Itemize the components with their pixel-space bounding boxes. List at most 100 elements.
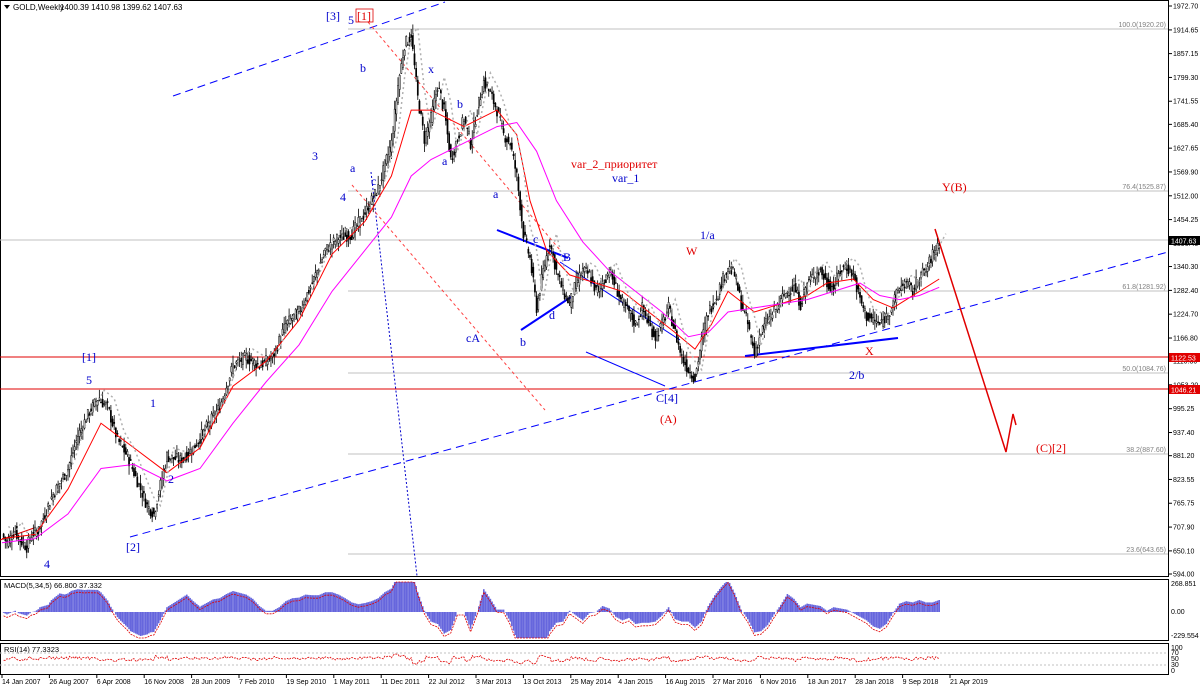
- candle-body: [636, 324, 639, 326]
- candle-body: [487, 88, 490, 91]
- price-tick-label: 594.00: [1173, 572, 1195, 579]
- level-1122-value: 1122.53: [1171, 356, 1196, 363]
- candle-body: [357, 217, 360, 227]
- candle-body: [230, 366, 233, 373]
- candle-body: [134, 471, 137, 476]
- candle-body: [920, 272, 922, 279]
- projection-path[interactable]: [934, 228, 1017, 453]
- candle-body: [530, 259, 533, 273]
- candle-body: [108, 407, 111, 409]
- candle-body: [763, 323, 766, 330]
- candle-body: [225, 387, 228, 395]
- candle-body: [449, 144, 452, 158]
- candle-body: [385, 154, 388, 164]
- fib-level-labels: 100.0(1920.20) 76.4(1525.87) 61.8(1281.9…: [1119, 22, 1166, 554]
- candle-body: [283, 323, 285, 333]
- candle-body: [545, 255, 548, 268]
- candle-body: [877, 321, 879, 323]
- candle-body: [870, 313, 873, 319]
- candle-body: [464, 116, 467, 124]
- red-dotted-channel-bottom[interactable]: [351, 184, 546, 411]
- candle-body: [469, 139, 472, 149]
- candle-body: [354, 222, 356, 233]
- candle-body: [402, 57, 404, 68]
- candle-body: [874, 319, 876, 322]
- blue-line-a-c[interactable]: [496, 229, 569, 259]
- candle-body: [732, 266, 734, 269]
- candle-body: [740, 295, 743, 311]
- candle-body: [911, 290, 914, 296]
- candle-body: [374, 189, 376, 196]
- candle-body: [445, 109, 447, 121]
- fib-618-label: 61.8(1281.92): [1122, 284, 1166, 291]
- candle-body: [921, 267, 924, 276]
- candle-body: [646, 319, 648, 323]
- candle-body: [44, 515, 46, 519]
- candle-body: [834, 285, 837, 289]
- price-tick-label: 995.25: [1173, 406, 1195, 413]
- upper-channel-line[interactable]: [172, 1, 446, 97]
- candle-body: [859, 291, 861, 298]
- candle-body: [707, 315, 710, 317]
- fib-levels: [0, 28, 1168, 555]
- price-tick-label: 937.40: [1173, 430, 1195, 437]
- dropdown-triangle-icon[interactable]: [4, 5, 10, 9]
- candle-body: [228, 377, 231, 382]
- wave-2: 2: [168, 472, 174, 486]
- candle-body: [86, 409, 89, 419]
- candle-body: [727, 268, 729, 273]
- candle-body: [242, 353, 244, 365]
- wave-d: d: [549, 308, 555, 322]
- wedge-lower[interactable]: [585, 351, 666, 387]
- candle-body: [583, 266, 586, 272]
- chart-header: GOLD,Weekly 1400.39 1410.98 1399.62 1407…: [4, 3, 183, 12]
- candle-body: [443, 102, 446, 105]
- candle-body: [291, 318, 294, 321]
- candle-body: [504, 138, 507, 143]
- candle-body: [405, 36, 408, 47]
- candle-body: [628, 306, 630, 311]
- candle-body: [585, 267, 587, 270]
- candle-body: [256, 363, 259, 365]
- candle-body: [382, 165, 384, 181]
- candle-body: [317, 269, 320, 273]
- candle-body: [900, 285, 903, 291]
- candle-body: [144, 498, 147, 508]
- candle-body: [458, 135, 460, 139]
- time-tick-label: 16 Aug 2015: [666, 679, 705, 686]
- candle-body: [544, 264, 546, 271]
- candle-body: [47, 503, 50, 507]
- lower-channel-line[interactable]: [129, 251, 1169, 538]
- candle-body: [436, 90, 439, 92]
- candle-body: [52, 494, 54, 502]
- wave-red-1: [1]: [357, 9, 371, 23]
- candle-body: [887, 315, 889, 320]
- candle-body: [492, 93, 495, 104]
- candle-body: [854, 273, 856, 281]
- candle-body: [770, 313, 772, 320]
- price-tick-label: 1110.80: [1173, 359, 1197, 366]
- candle-body: [506, 138, 508, 143]
- candle-body: [867, 312, 870, 321]
- candle-body: [836, 272, 838, 285]
- candle-body: [53, 495, 56, 498]
- candle-body: [217, 404, 220, 411]
- candle-body: [355, 225, 358, 227]
- candle-body: [306, 292, 309, 301]
- price-tick-label: 1512.00: [1173, 193, 1198, 200]
- candle-body: [362, 215, 365, 220]
- wave-x: x: [428, 62, 434, 76]
- ema-slow-line: [1, 121, 940, 544]
- candle-body: [746, 320, 749, 325]
- candle-body: [448, 133, 450, 152]
- candle-body: [311, 282, 314, 284]
- candle-body: [83, 419, 86, 429]
- candle-body: [118, 438, 121, 442]
- blue-line-x-support[interactable]: [744, 337, 899, 357]
- candle-body: [535, 295, 538, 313]
- blue-line-b-d[interactable]: [520, 296, 572, 331]
- candle-body: [560, 281, 563, 288]
- candle-body: [845, 268, 848, 271]
- price-tick-label: 1282.40: [1173, 288, 1198, 295]
